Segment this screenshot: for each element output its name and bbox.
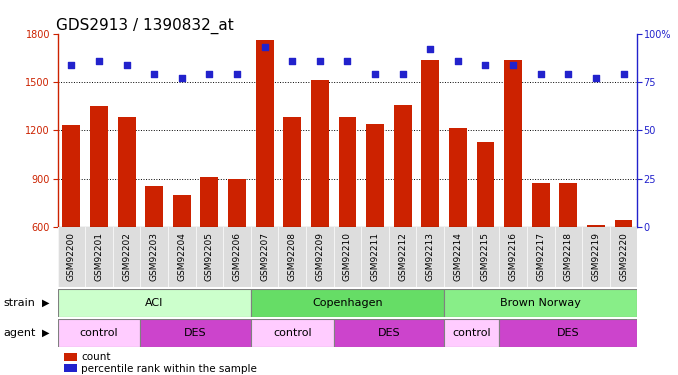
Bar [90, 106, 108, 227]
Bar [201, 177, 218, 227]
Text: ▶: ▶ [42, 298, 49, 308]
Text: DES: DES [557, 328, 580, 338]
Point [535, 71, 546, 77]
Text: DES: DES [184, 328, 207, 338]
Bar [228, 178, 246, 227]
Text: GSM92210: GSM92210 [343, 232, 352, 280]
Point [148, 71, 159, 77]
Text: Copenhagen: Copenhagen [312, 298, 383, 308]
Bar [394, 105, 412, 227]
Point [508, 62, 519, 68]
Bar [532, 183, 550, 227]
Text: GSM92205: GSM92205 [205, 232, 214, 280]
Text: agent: agent [3, 328, 36, 338]
Bar [421, 60, 439, 227]
Text: ACI: ACI [145, 298, 163, 308]
Text: ▶: ▶ [42, 328, 49, 338]
Bar [140, 319, 251, 347]
Text: Brown Norway: Brown Norway [500, 298, 581, 308]
Text: GSM92216: GSM92216 [508, 232, 517, 280]
Point [370, 71, 380, 77]
Text: GSM92213: GSM92213 [426, 232, 435, 280]
Bar [251, 289, 444, 317]
Text: GSM92202: GSM92202 [122, 232, 131, 280]
Text: GSM92204: GSM92204 [178, 232, 186, 280]
Text: GSM92208: GSM92208 [287, 232, 297, 280]
Bar [58, 289, 251, 317]
Bar [338, 117, 357, 227]
Bar [256, 40, 274, 227]
Bar [118, 117, 136, 227]
Point [259, 44, 270, 50]
Text: percentile rank within the sample: percentile rank within the sample [81, 364, 257, 374]
Text: DES: DES [378, 328, 400, 338]
Text: GSM92217: GSM92217 [536, 232, 545, 280]
Text: GSM92200: GSM92200 [67, 232, 76, 280]
Bar [614, 220, 633, 227]
Point [563, 71, 574, 77]
Bar [334, 319, 444, 347]
Bar [499, 319, 637, 347]
Bar [559, 183, 577, 227]
Point [232, 71, 243, 77]
Bar [587, 225, 605, 227]
Text: control: control [80, 328, 119, 338]
Text: GSM92201: GSM92201 [94, 232, 104, 280]
Text: strain: strain [3, 298, 35, 308]
Bar [58, 319, 140, 347]
Text: GSM92219: GSM92219 [591, 232, 601, 280]
Text: control: control [273, 328, 312, 338]
Point [121, 62, 132, 68]
Point [287, 58, 298, 64]
Text: GSM92209: GSM92209 [315, 232, 324, 280]
Bar [145, 186, 163, 227]
Bar [283, 117, 301, 227]
Text: count: count [81, 352, 111, 362]
Text: GDS2913 / 1390832_at: GDS2913 / 1390832_at [56, 18, 234, 34]
Text: GSM92215: GSM92215 [481, 232, 490, 280]
Point [204, 71, 215, 77]
Point [342, 58, 353, 64]
Bar [504, 60, 522, 227]
Text: GSM92214: GSM92214 [454, 232, 462, 280]
Bar [251, 319, 334, 347]
Point [397, 71, 408, 77]
Text: GSM92220: GSM92220 [619, 232, 628, 280]
Point [618, 71, 629, 77]
Text: GSM92211: GSM92211 [371, 232, 380, 280]
Point [480, 62, 491, 68]
Text: GSM92207: GSM92207 [260, 232, 269, 280]
Bar [62, 126, 81, 227]
Text: GSM92212: GSM92212 [398, 232, 407, 280]
Text: control: control [452, 328, 491, 338]
Point [425, 46, 436, 52]
Bar [311, 80, 329, 227]
Bar [444, 289, 637, 317]
Text: GSM92218: GSM92218 [564, 232, 573, 280]
Bar [449, 128, 467, 227]
Bar [444, 319, 499, 347]
Text: GSM92206: GSM92206 [233, 232, 241, 280]
Point [591, 75, 601, 81]
Point [452, 58, 463, 64]
Text: GSM92203: GSM92203 [150, 232, 159, 280]
Bar [173, 195, 191, 227]
Point [176, 75, 187, 81]
Bar [366, 124, 384, 227]
Point [66, 62, 77, 68]
Bar [477, 142, 494, 227]
Point [94, 58, 104, 64]
Point [315, 58, 325, 64]
